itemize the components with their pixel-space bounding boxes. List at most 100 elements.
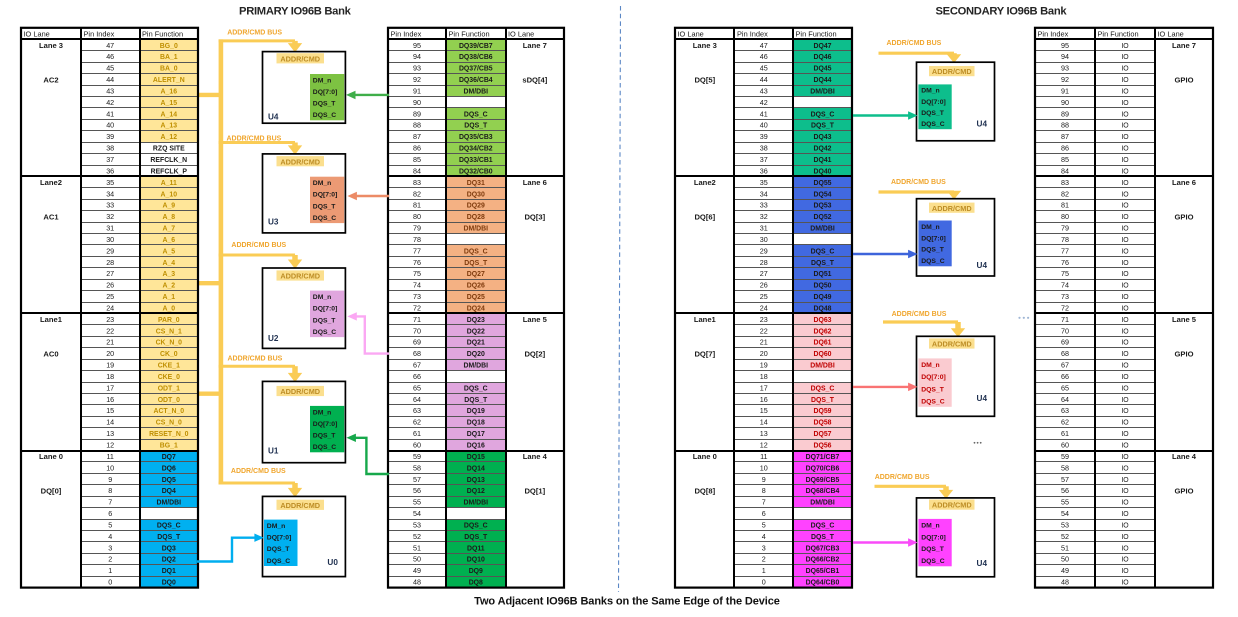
svg-text:IO: IO <box>1121 408 1129 415</box>
svg-text:DQ35/CB3: DQ35/CB3 <box>459 134 493 141</box>
svg-text:A_1: A_1 <box>162 294 175 301</box>
svg-text:18: 18 <box>760 372 768 381</box>
svg-text:DQ8: DQ8 <box>469 580 483 587</box>
svg-text:52: 52 <box>413 532 421 541</box>
svg-text:REFCLK_P: REFCLK_P <box>151 168 188 175</box>
svg-text:IO: IO <box>1121 111 1129 118</box>
svg-text:35: 35 <box>760 178 768 187</box>
svg-text:ODT_0: ODT_0 <box>158 397 180 404</box>
svg-text:A_13: A_13 <box>161 123 178 130</box>
svg-text:63: 63 <box>413 406 421 415</box>
svg-text:GPIO: GPIO <box>1175 212 1194 221</box>
svg-text:79: 79 <box>413 224 421 233</box>
svg-text:DQS_T: DQS_T <box>157 534 181 541</box>
svg-text:24: 24 <box>106 304 114 313</box>
svg-text:76: 76 <box>1061 258 1069 267</box>
svg-text:IO: IO <box>1121 317 1129 324</box>
svg-text:DQ24: DQ24 <box>467 306 485 313</box>
svg-text:DQS_C: DQS_C <box>313 444 337 451</box>
svg-text:IO: IO <box>1121 351 1129 358</box>
svg-text:DQS_T: DQS_T <box>464 260 488 267</box>
svg-text:DQ49: DQ49 <box>813 294 831 301</box>
svg-text:A_7: A_7 <box>162 226 175 233</box>
svg-text:10: 10 <box>106 463 114 472</box>
svg-text:Lane 6: Lane 6 <box>523 178 547 187</box>
svg-text:A_5: A_5 <box>162 248 175 255</box>
svg-text:DM_n: DM_n <box>921 522 940 529</box>
svg-text:57: 57 <box>413 475 421 484</box>
svg-text:38: 38 <box>106 144 114 153</box>
svg-text:75: 75 <box>413 269 421 278</box>
svg-text:65: 65 <box>413 383 421 392</box>
svg-text:A_12: A_12 <box>161 134 178 141</box>
svg-text:IO: IO <box>1121 363 1129 370</box>
svg-text:DQS_C: DQS_C <box>811 385 835 392</box>
svg-text:93: 93 <box>413 64 421 73</box>
svg-text:DQ2: DQ2 <box>162 557 176 564</box>
svg-text:DQ44: DQ44 <box>813 77 831 84</box>
svg-text:DQ9: DQ9 <box>469 568 483 575</box>
svg-text:ADDR/CMD: ADDR/CMD <box>280 272 320 281</box>
svg-text:DQ58: DQ58 <box>813 420 831 427</box>
svg-text:67: 67 <box>1061 361 1069 370</box>
svg-text:DQ[7:0]: DQ[7:0] <box>921 235 946 242</box>
svg-text:AC2: AC2 <box>43 75 58 84</box>
svg-text:83: 83 <box>413 178 421 187</box>
svg-text:36: 36 <box>106 166 114 175</box>
svg-text:REFCLK_N: REFCLK_N <box>150 157 187 164</box>
svg-text:88: 88 <box>413 121 421 130</box>
svg-text:PRIMARY IO96B Bank: PRIMARY IO96B Bank <box>239 5 352 17</box>
svg-text:Lane2: Lane2 <box>694 178 716 187</box>
svg-text:ADDR/CMD BUS: ADDR/CMD BUS <box>231 468 286 475</box>
svg-text:DQS_C: DQS_C <box>811 248 835 255</box>
svg-text:IO: IO <box>1121 397 1129 404</box>
svg-text:CK_0: CK_0 <box>160 351 178 358</box>
svg-text:32: 32 <box>760 212 768 221</box>
svg-text:DQ0: DQ0 <box>162 580 176 587</box>
svg-text:DQ21: DQ21 <box>467 340 485 347</box>
svg-text:Lane 4: Lane 4 <box>1172 452 1197 461</box>
svg-text:39: 39 <box>760 132 768 141</box>
svg-text:RESET_N_0: RESET_N_0 <box>149 431 189 438</box>
svg-text:DQ6: DQ6 <box>162 465 176 472</box>
svg-text:Pin Function: Pin Function <box>449 30 490 39</box>
svg-text:IO: IO <box>1121 271 1129 278</box>
svg-text:DQS_T: DQS_T <box>811 260 835 267</box>
svg-text:DQ[7:0]: DQ[7:0] <box>921 534 946 541</box>
svg-text:32: 32 <box>106 212 114 221</box>
svg-text:A_11: A_11 <box>161 180 177 187</box>
svg-text:DQ42: DQ42 <box>813 146 831 153</box>
svg-text:61: 61 <box>413 429 421 438</box>
svg-text:DQS_C: DQS_C <box>313 215 337 222</box>
svg-text:9: 9 <box>762 475 766 484</box>
svg-text:DQ19: DQ19 <box>467 408 485 415</box>
svg-text:54: 54 <box>1061 509 1069 518</box>
svg-text:42: 42 <box>760 98 768 107</box>
svg-text:DQ3: DQ3 <box>162 545 176 552</box>
svg-text:A_16: A_16 <box>161 89 178 96</box>
svg-text:ADDR/CMD BUS: ADDR/CMD BUS <box>227 136 282 143</box>
svg-text:IO: IO <box>1121 568 1129 575</box>
svg-text:IO: IO <box>1121 89 1129 96</box>
svg-text:DQ[7:0]: DQ[7:0] <box>313 89 338 96</box>
svg-text:70: 70 <box>1061 326 1069 335</box>
svg-text:DQ63: DQ63 <box>813 317 831 324</box>
svg-text:ALERT_N: ALERT_N <box>153 77 185 84</box>
svg-text:34: 34 <box>106 189 114 198</box>
svg-text:49: 49 <box>413 566 421 575</box>
svg-text:15: 15 <box>106 406 114 415</box>
svg-text:74: 74 <box>413 281 421 290</box>
svg-text:IO: IO <box>1121 374 1129 381</box>
svg-text:BA_1: BA_1 <box>160 54 178 61</box>
svg-text:86: 86 <box>1061 144 1069 153</box>
svg-text:DQS_C: DQS_C <box>464 522 488 529</box>
svg-text:ADDR/CMD: ADDR/CMD <box>932 340 972 349</box>
svg-text:DQS_C: DQS_C <box>921 398 945 405</box>
svg-text:DQ13: DQ13 <box>467 477 485 484</box>
svg-text:5: 5 <box>108 520 112 529</box>
svg-text:51: 51 <box>413 543 421 552</box>
svg-text:36: 36 <box>760 166 768 175</box>
svg-text:Pin Index: Pin Index <box>391 30 422 39</box>
svg-text:56: 56 <box>413 486 421 495</box>
svg-text:72: 72 <box>1061 304 1069 313</box>
